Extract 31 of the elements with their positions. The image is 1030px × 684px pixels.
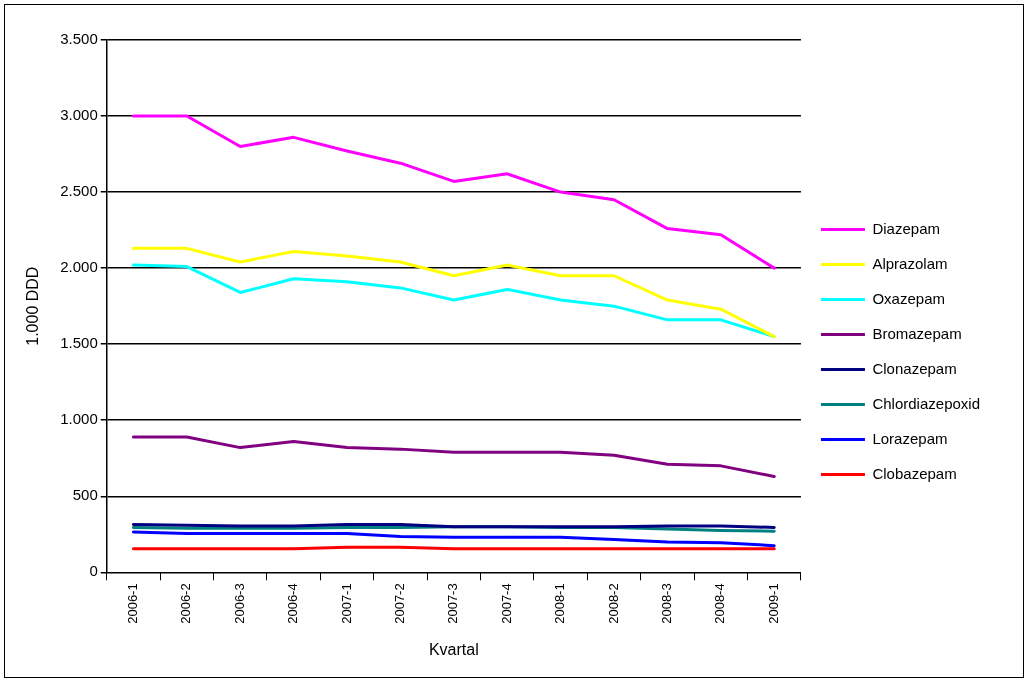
- x-tick-label: 2008-3: [659, 583, 675, 624]
- y-tick-label: 3.500: [60, 30, 98, 48]
- y-tick-label: 2.500: [60, 182, 98, 200]
- x-tick-label: 2009-1: [765, 583, 781, 624]
- legend-label: Lorazepam: [872, 429, 948, 447]
- x-tick-label: 2006-4: [285, 583, 301, 624]
- x-tick-label: 2006-2: [178, 583, 194, 624]
- y-tick-label: 1.000: [60, 410, 98, 428]
- x-tick-label: 2008-2: [605, 583, 621, 624]
- y-tick-label: 1.500: [60, 334, 98, 352]
- x-tick-label: 2008-1: [552, 583, 568, 624]
- y-tick-label: 500: [72, 486, 98, 504]
- legend-label: Clobazepam: [872, 464, 957, 482]
- legend-label: Bromazepam: [872, 324, 962, 342]
- x-tick-label: 2006-3: [231, 583, 247, 624]
- legend-label: Alprazolam: [872, 254, 948, 272]
- x-tick-label: 2008-4: [712, 583, 728, 624]
- y-tick-label: 2.000: [60, 258, 98, 276]
- legend-label: Chlordiazepoxid: [872, 394, 981, 412]
- y-tick-label: 0: [89, 562, 98, 580]
- legend-label: Diazepam: [872, 219, 940, 237]
- x-axis-title: Kvartal: [428, 640, 479, 658]
- x-tick-label: 2006-1: [125, 583, 141, 624]
- legend-label: Clonazepam: [872, 359, 957, 377]
- legend-label: Oxazepam: [872, 289, 945, 307]
- x-tick-label: 2007-4: [498, 583, 514, 624]
- x-tick-label: 2007-2: [392, 583, 408, 624]
- y-tick-label: 3.000: [60, 106, 98, 124]
- x-tick-label: 2007-3: [445, 583, 461, 624]
- x-tick-label: 2007-1: [338, 583, 354, 624]
- y-axis-title: 1.000 DDD: [24, 266, 42, 346]
